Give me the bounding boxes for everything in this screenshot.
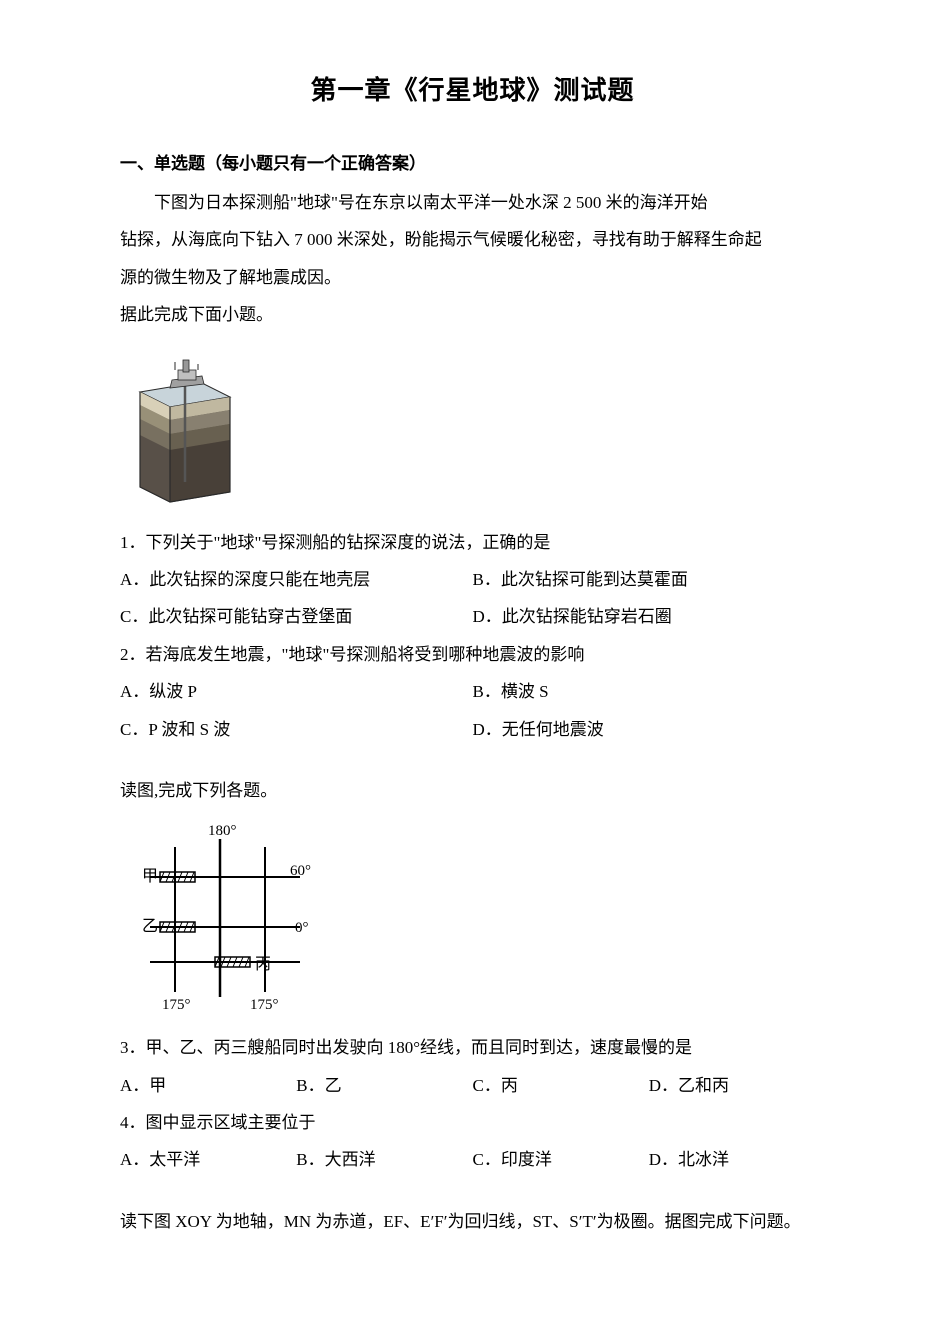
q4-option-d: D．北冰洋 <box>649 1141 825 1178</box>
passage-line: 钻探，从海底向下钻入 7 000 米深处，盼能揭示气候暖化秘密，寻找有助于解释生… <box>120 221 825 258</box>
q1-option-a: A．此次钻探的深度只能在地壳层 <box>120 561 473 598</box>
q4-option-a: A．太平洋 <box>120 1141 296 1178</box>
q4-option-c: C．印度洋 <box>473 1141 649 1178</box>
q4-option-b: B．大西洋 <box>296 1141 472 1178</box>
label-jia: 甲 <box>142 868 158 885</box>
label-60: 60° <box>290 863 311 879</box>
q1-options: A．此次钻探的深度只能在地壳层 B．此次钻探可能到达莫霍面 C．此次钻探可能钻穿… <box>120 561 825 636</box>
q3-option-b: B．乙 <box>296 1067 472 1104</box>
q3-options: A．甲 B．乙 C．丙 D．乙和丙 <box>120 1067 825 1104</box>
q1-stem: 1．下列关于"地球"号探测船的钻探深度的说法，正确的是 <box>120 524 825 561</box>
q1-option-d: D．此次钻探能钻穿岩石圈 <box>473 598 826 635</box>
q1-option-c: C．此次钻探可能钻穿古登堡面 <box>120 598 473 635</box>
q2-option-b: B．横波 S <box>473 673 826 710</box>
label-yi: 乙 <box>142 918 158 935</box>
label-bing: 丙 <box>255 956 271 973</box>
label-175-left: 175° <box>162 997 191 1013</box>
passage-line: 源的微生物及了解地震成因。 <box>120 259 825 296</box>
label-180: 180° <box>208 823 237 839</box>
passage-2: 读图,完成下列各题。 <box>120 772 825 809</box>
q3-option-c: C．丙 <box>473 1067 649 1104</box>
q2-option-d: D．无任何地震波 <box>473 711 826 748</box>
q4-options: A．太平洋 B．大西洋 C．印度洋 D．北冰洋 <box>120 1141 825 1178</box>
instruction: 据此完成下面小题。 <box>120 296 825 333</box>
label-175-right: 175° <box>250 997 279 1013</box>
figure-2-longitude-grid: 180° 60° 0° 甲 乙 丙 175° 175° <box>120 817 825 1017</box>
passage-line: 下图为日本探测船"地球"号在东京以南太平洋一处水深 2 500 米的海洋开始 <box>120 184 825 221</box>
label-0: 0° <box>295 920 309 936</box>
q4-stem: 4．图中显示区域主要位于 <box>120 1104 825 1141</box>
closing-passage: 读下图 XOY 为地轴，MN 为赤道，EF、E′F′为回归线，ST、S′T′为极… <box>120 1203 825 1240</box>
page-title: 第一章《行星地球》测试题 <box>120 70 825 107</box>
q3-option-d: D．乙和丙 <box>649 1067 825 1104</box>
q3-option-a: A．甲 <box>120 1067 296 1104</box>
q2-option-c: C．P 波和 S 波 <box>120 711 473 748</box>
q2-option-a: A．纵波 P <box>120 673 473 710</box>
q3-stem: 3．甲、乙、丙三艘船同时出发驶向 180°经线，而且同时到达，速度最慢的是 <box>120 1029 825 1066</box>
q2-options: A．纵波 P B．横波 S C．P 波和 S 波 D．无任何地震波 <box>120 673 825 748</box>
q2-stem: 2．若海底发生地震，"地球"号探测船将受到哪种地震波的影响 <box>120 636 825 673</box>
figure-1-drill-cube <box>120 342 825 512</box>
section-heading: 一、单选题（每小题只有一个正确答案） <box>120 149 825 174</box>
q1-option-b: B．此次钻探可能到达莫霍面 <box>473 561 826 598</box>
